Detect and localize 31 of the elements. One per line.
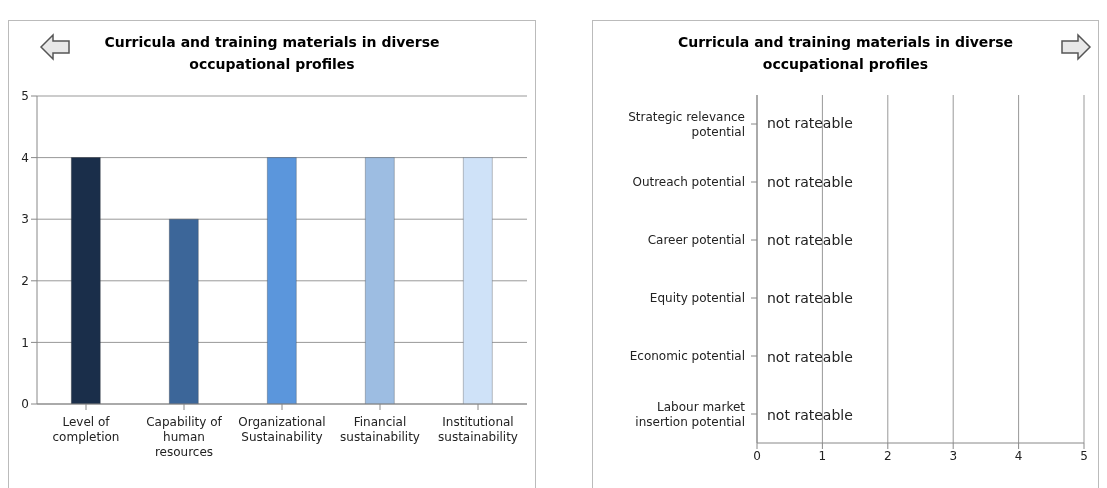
x-tick-label: 0 <box>753 448 761 463</box>
text: not rateable <box>767 115 853 132</box>
y-tick-label: 5 <box>21 89 29 104</box>
text: not rateable <box>767 231 853 248</box>
x-tick-label: Financial sustainability <box>340 415 420 444</box>
x-tick-label: 5 <box>1080 448 1088 463</box>
chart-title: Curricula and training materials in diverse occupational profiles <box>676 33 1015 74</box>
y-tick-label: 2 <box>21 274 29 289</box>
y-tick-label: Strategic relevance potential <box>628 109 745 139</box>
y-tick-label: 3 <box>21 212 29 227</box>
x-tick-label: Capability of human resources <box>146 415 223 459</box>
y-tick-label: Economic potential <box>629 349 745 363</box>
x-tick-label: 1 <box>818 448 827 463</box>
x-tick-label: 2 <box>883 448 892 463</box>
y-tick-label: Equity potential <box>649 291 745 305</box>
text: not rateable <box>767 173 853 190</box>
x-tick-label: Institutional sustainability <box>438 415 518 444</box>
x-tick-label: Level of completion <box>52 415 120 444</box>
x-tick-label: Organizational Sustainability <box>238 415 326 444</box>
text: not rateable <box>767 406 853 423</box>
y-tick-label: 0 <box>21 397 29 412</box>
y-tick-label: 4 <box>21 150 29 165</box>
text: not rateable <box>767 348 853 365</box>
text: not rateable <box>767 290 853 307</box>
y-tick-label: Labour market insertion potential <box>635 399 746 429</box>
chart-title: Curricula and training materials in diverse occupational profiles <box>103 33 441 74</box>
y-tick-label: Outreach potential <box>632 175 745 189</box>
y-tick-label: 1 <box>21 335 29 350</box>
y-tick-label: Career potential <box>647 233 745 247</box>
x-tick-label: 3 <box>949 448 958 463</box>
x-tick-label: 4 <box>1014 448 1023 463</box>
